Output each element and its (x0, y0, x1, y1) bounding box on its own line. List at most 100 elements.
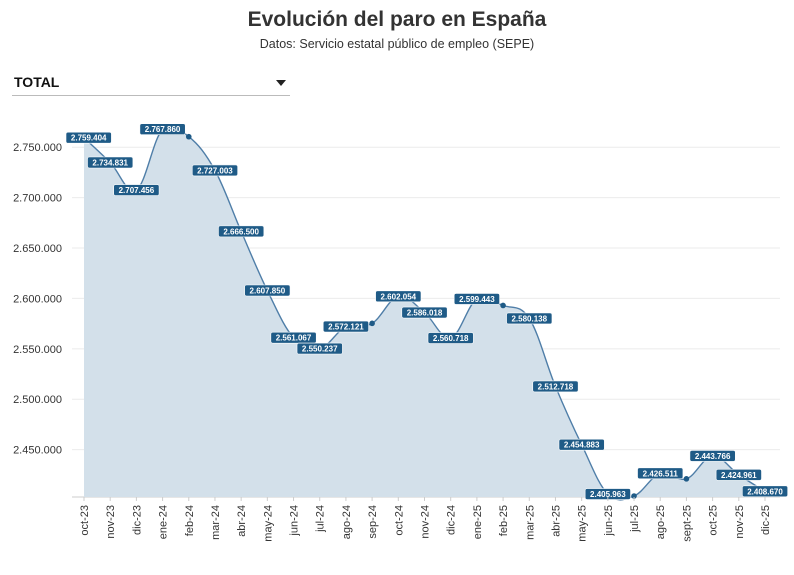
data-label-text: 2.560.718 (433, 334, 469, 343)
data-label-text: 2.443.766 (695, 452, 731, 461)
data-label-text: 2.408.670 (747, 487, 783, 496)
data-label-text: 2.550.237 (302, 345, 338, 354)
y-tick-label: 2.550.000 (13, 344, 62, 356)
data-label: 2.426.511 (637, 467, 684, 480)
data-label-bg (375, 290, 422, 303)
y-tick-label: 2.650.000 (13, 243, 62, 255)
x-tick-label: jul-24 (315, 505, 327, 533)
data-label-text: 2.426.511 (643, 469, 679, 478)
x-tick-label: sept-25 (681, 505, 693, 542)
label-layer: 2.759.404 2.734.831 2.707.456 2.767.860 2.72… (65, 123, 788, 500)
y-tick-label: 2.700.000 (13, 193, 62, 205)
data-label: 2.734.831 (87, 156, 134, 169)
data-label-text: 2.586.018 (407, 309, 443, 318)
data-label: 2.759.404 (65, 131, 112, 144)
data-label: 2.586.018 (401, 306, 448, 319)
data-label: 2.424.961 (715, 469, 762, 481)
x-tick-label: jun-25 (603, 505, 615, 537)
x-tick-label: jul-25 (629, 505, 641, 533)
data-label: 2.408.670 (741, 485, 788, 498)
data-label-bg (506, 312, 553, 325)
data-label-bg (218, 225, 265, 238)
x-tick-label: ago-24 (341, 505, 353, 539)
data-point-marker (369, 320, 375, 327)
data-label-bg (322, 320, 369, 333)
x-tick-label: ene-24 (158, 505, 170, 539)
data-label: 2.580.138 (506, 312, 553, 325)
data-label: 2.561.067 (270, 331, 317, 344)
data-label-bg (427, 332, 474, 344)
data-label-bg (139, 123, 186, 136)
data-label: 2.707.456 (113, 184, 160, 196)
data-label-bg (191, 164, 238, 177)
data-point-marker (500, 302, 506, 309)
data-label-bg (558, 438, 605, 451)
data-label-bg (296, 342, 343, 355)
data-label-bg (715, 469, 762, 481)
x-tick-label: abr-25 (550, 505, 562, 537)
data-label-bg (87, 156, 134, 169)
y-tick-label: 2.500.000 (13, 394, 62, 406)
data-label: 2.666.500 (218, 225, 265, 238)
x-tick-label: oct-23 (79, 505, 91, 536)
data-label-bg (689, 450, 736, 462)
x-tick-label: ago-25 (655, 505, 667, 539)
data-label-text: 2.707.456 (119, 186, 155, 195)
data-label: 2.602.054 (375, 290, 422, 303)
data-label: 2.550.237 (296, 342, 343, 355)
data-label-bg (270, 331, 317, 344)
data-label-bg (113, 184, 160, 196)
x-tick-label: oct-25 (708, 505, 720, 536)
data-point-marker (631, 493, 637, 499)
data-label-text: 2.405.963 (590, 490, 626, 499)
data-label-text: 2.454.883 (564, 441, 600, 450)
y-tick-label: 2.750.000 (13, 142, 62, 154)
data-point-marker (683, 476, 690, 482)
data-label-text: 2.599.443 (459, 295, 495, 304)
x-tick-label: mar-24 (210, 505, 222, 540)
data-label: 2.599.443 (453, 293, 500, 305)
data-label-bg (741, 485, 788, 498)
data-label-bg (65, 131, 112, 144)
series-selector-value: TOTAL (14, 74, 60, 90)
series-selector-dropdown[interactable]: TOTAL (12, 70, 290, 96)
data-label-text: 2.512.718 (538, 382, 574, 391)
x-tick-label: jun-24 (289, 505, 301, 537)
data-label-bg (244, 284, 291, 297)
data-label: 2.512.718 (532, 380, 579, 393)
x-tick-label: oct-24 (393, 505, 405, 536)
x-tick-label: mar-25 (524, 505, 536, 540)
x-tick-label: nov-25 (734, 505, 746, 539)
x-tick-label: feb-24 (184, 505, 196, 536)
y-tick-label: 2.450.000 (13, 445, 62, 457)
data-label: 2.443.766 (689, 450, 736, 462)
chart-subtitle: Datos: Servicio estatal público de emple… (259, 37, 535, 51)
data-label-text: 2.602.054 (381, 292, 417, 301)
marker-layer (185, 133, 690, 499)
data-label: 2.727.003 (191, 164, 238, 177)
x-tick-label: nov-23 (105, 505, 117, 539)
x-tick-label: nov-24 (420, 505, 432, 539)
chevron-down-icon (276, 80, 286, 86)
x-axis: oct-23 nov-23 dic-23 ene-24 feb-24 mar-24 abr-… (79, 497, 772, 542)
y-axis: 2.450.000 2.500.000 2.550.000 2.600.000 2.65… (13, 142, 62, 456)
x-tick-label: feb-25 (498, 505, 510, 536)
data-label-bg (532, 380, 579, 393)
data-label: 2.767.860 (139, 123, 186, 136)
data-label: 2.607.850 (244, 284, 291, 297)
data-label-bg (453, 293, 500, 305)
data-label-bg (401, 306, 448, 319)
data-label-bg (637, 467, 684, 480)
data-label-text: 2.580.138 (511, 314, 547, 323)
x-tick-label: dic-23 (131, 505, 143, 535)
data-label: 2.560.718 (427, 332, 474, 344)
data-label-text: 2.727.003 (197, 166, 233, 175)
data-label-text: 2.424.961 (721, 471, 757, 480)
x-tick-label: may-24 (262, 505, 274, 542)
data-label-text: 2.734.831 (92, 159, 128, 168)
x-tick-label: abr-24 (236, 505, 248, 537)
x-tick-label: may-25 (577, 505, 589, 542)
x-tick-label: ene-25 (472, 505, 484, 539)
data-label-text: 2.767.860 (145, 125, 181, 134)
